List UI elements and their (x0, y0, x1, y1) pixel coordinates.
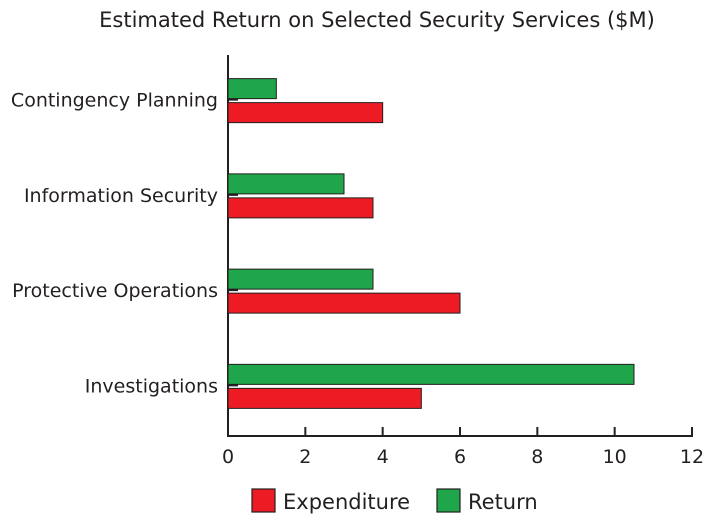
bar-return-protective-operations (227, 268, 374, 290)
category-label-information-security: Information Security (24, 185, 218, 207)
x-tick-label-6: 6 (454, 446, 466, 468)
x-tick-label-8: 8 (531, 446, 543, 468)
legend-swatch-return (436, 488, 461, 513)
x-tick-label-4: 4 (377, 446, 389, 468)
category-label-contingency-planning: Contingency Planning (11, 90, 218, 112)
category-label-protective-operations: Protective Operations (12, 280, 218, 302)
x-tick-label-0: 0 (222, 446, 234, 468)
x-tick-label-10: 10 (603, 446, 627, 468)
bar-expenditure-contingency-planning (227, 102, 384, 124)
x-tick-label-12: 12 (680, 446, 704, 468)
x-axis-ticks: 0 2 4 6 8 10 12 (222, 427, 704, 468)
bar-expenditure-investigations (227, 387, 422, 409)
bar-return-contingency-planning (227, 78, 277, 100)
category-labels: Contingency Planning Information Security… (11, 90, 218, 398)
legend: Expenditure Return (251, 488, 538, 514)
bar-return-information-security (227, 173, 345, 195)
legend-swatch-expenditure (251, 488, 276, 513)
bar-return-investigations (227, 363, 635, 385)
chart-title: Estimated Return on Selected Security Se… (99, 8, 655, 32)
x-tick-label-2: 2 (299, 446, 311, 468)
bar-expenditure-protective-operations (227, 292, 461, 314)
bars (227, 78, 635, 409)
legend-label-return: Return (468, 490, 538, 514)
bar-expenditure-information-security (227, 197, 374, 219)
category-label-investigations: Investigations (85, 375, 218, 397)
legend-label-expenditure: Expenditure (283, 490, 410, 514)
